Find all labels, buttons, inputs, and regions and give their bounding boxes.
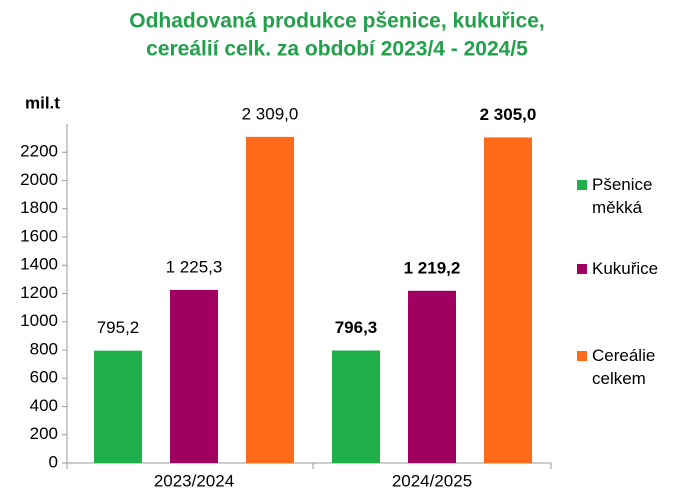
legend-label: Cereálie celkem (592, 346, 656, 388)
chart-title: Odhadovaná produkce pšenice, kukuřice, (129, 10, 544, 33)
bar (484, 137, 532, 463)
y-tick-label: 2200 (20, 142, 58, 161)
legend-swatch (577, 351, 587, 361)
x-tick-label: 2023/2024 (154, 471, 234, 490)
y-tick-label: 1000 (20, 311, 58, 330)
y-tick-label: 1400 (20, 255, 58, 274)
bar (170, 289, 218, 463)
bar (332, 350, 380, 463)
legend-swatch (577, 180, 587, 190)
legend-item: Pšenice měkká (577, 173, 672, 219)
y-tick-label: 0 (49, 452, 58, 471)
bar (408, 290, 456, 463)
y-tick-label: 2000 (20, 170, 58, 189)
legend-item: Kukuřice (577, 257, 672, 280)
legend-swatch (577, 264, 587, 274)
y-tick-label: 800 (30, 339, 58, 358)
value-label: 1 219,2 (404, 258, 461, 277)
value-label: 795,2 (97, 318, 140, 337)
y-tick-label: 1200 (20, 283, 58, 302)
bar (94, 350, 142, 463)
y-tick-label: 1600 (20, 226, 58, 245)
y-tick-label: 200 (30, 424, 58, 443)
y-tick-label: 1800 (20, 198, 58, 217)
value-label: 796,3 (335, 318, 378, 337)
x-tick-label: 2024/2025 (392, 471, 472, 490)
legend-label: Pšenice měkká (592, 175, 653, 217)
y-tick-label: 600 (30, 368, 58, 387)
legend-item: Cereálie celkem (577, 344, 672, 390)
bar (246, 136, 294, 463)
chart-title: cereálií celk. za období 2023/4 - 2024/5 (146, 38, 528, 61)
value-label: 1 225,3 (166, 257, 223, 276)
value-label: 2 309,0 (242, 104, 299, 123)
y-axis-label: mil.t (25, 93, 60, 112)
legend-label: Kukuřice (592, 259, 659, 278)
y-tick-label: 400 (30, 396, 58, 415)
value-label: 2 305,0 (480, 105, 537, 124)
